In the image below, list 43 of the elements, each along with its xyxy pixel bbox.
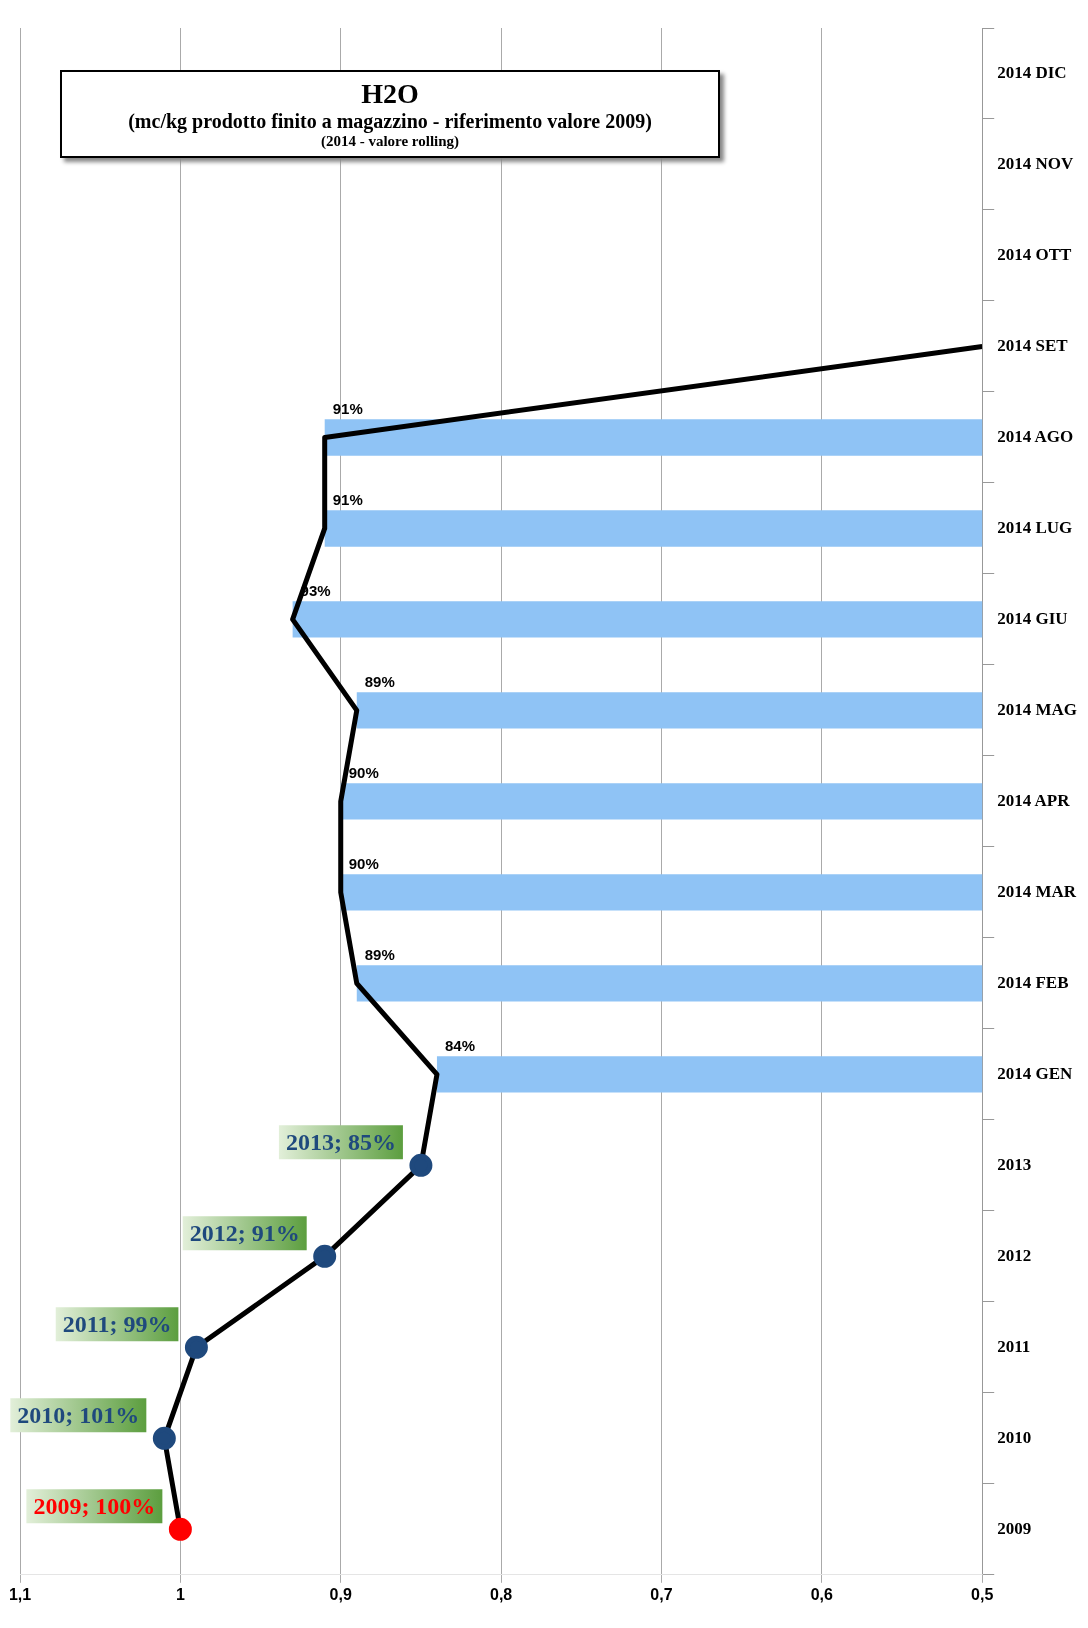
data-label: 2013; 85% [285,1128,396,1155]
y-tick-label: 2014 AGO [997,426,1074,446]
y-tick-label: 2011 [997,1336,1031,1356]
data-label: 84% [444,1036,475,1054]
x-tick-label: 0,5 [971,1585,994,1603]
x-tick-label: 1,1 [8,1585,32,1603]
data-label: 2012; 91% [189,1219,300,1246]
y-tick-label: 2014 NOV [997,153,1074,173]
y-tick-label: 2014 GEN [997,1063,1074,1083]
y-tick-label: 2012 [997,1245,1032,1265]
y-tick-label: 2014 OTT [997,244,1073,264]
x-tick-label: 0,7 [650,1585,673,1603]
x-tick-label: 0,9 [329,1585,352,1603]
y-tick-label: 2014 MAG [997,699,1077,719]
data-label: 91% [332,399,363,417]
y-tick-label: 2014 LUG [997,517,1073,537]
data-label: 90% [348,763,379,781]
y-tick-label: 2010 [997,1427,1032,1447]
annotation: (2014 - valore rolling) [319,133,461,150]
point [168,1517,192,1541]
y-tick-label: 2014 FEB [997,972,1069,992]
x-tick-label: 1 [175,1585,185,1603]
y-tick-label: 2014 MAR [997,881,1077,901]
point [184,1335,208,1359]
y-tick-label: 2014 GIU [997,608,1068,628]
x-tick-label: 0,6 [810,1585,834,1603]
data-label: 2011; 99% [62,1310,172,1337]
title-frame: H2O (mc/kg prodotto finito a magazzino - riferimento valore 2009) (2014 - valore rolling) [60,70,720,158]
data-label: 89% [364,945,395,963]
data-label: 90% [348,854,379,872]
y-tick-label: 2014 APR [997,790,1071,810]
data-label: 2010; 101% [17,1401,140,1428]
point [409,1153,433,1177]
y-tick-label: 2009 [997,1518,1032,1538]
y-tick-label: 2014 SET [997,335,1069,355]
data-label: 2009; 100% [33,1492,156,1519]
point [313,1244,337,1268]
data-label: 89% [364,672,395,690]
y-tick-label: 2013 [997,1154,1032,1174]
x-tick-label: 0,8 [489,1585,513,1603]
y-tick-label: 2014 DIC [997,62,1067,82]
point [152,1426,176,1450]
data-label: 91% [332,490,363,508]
